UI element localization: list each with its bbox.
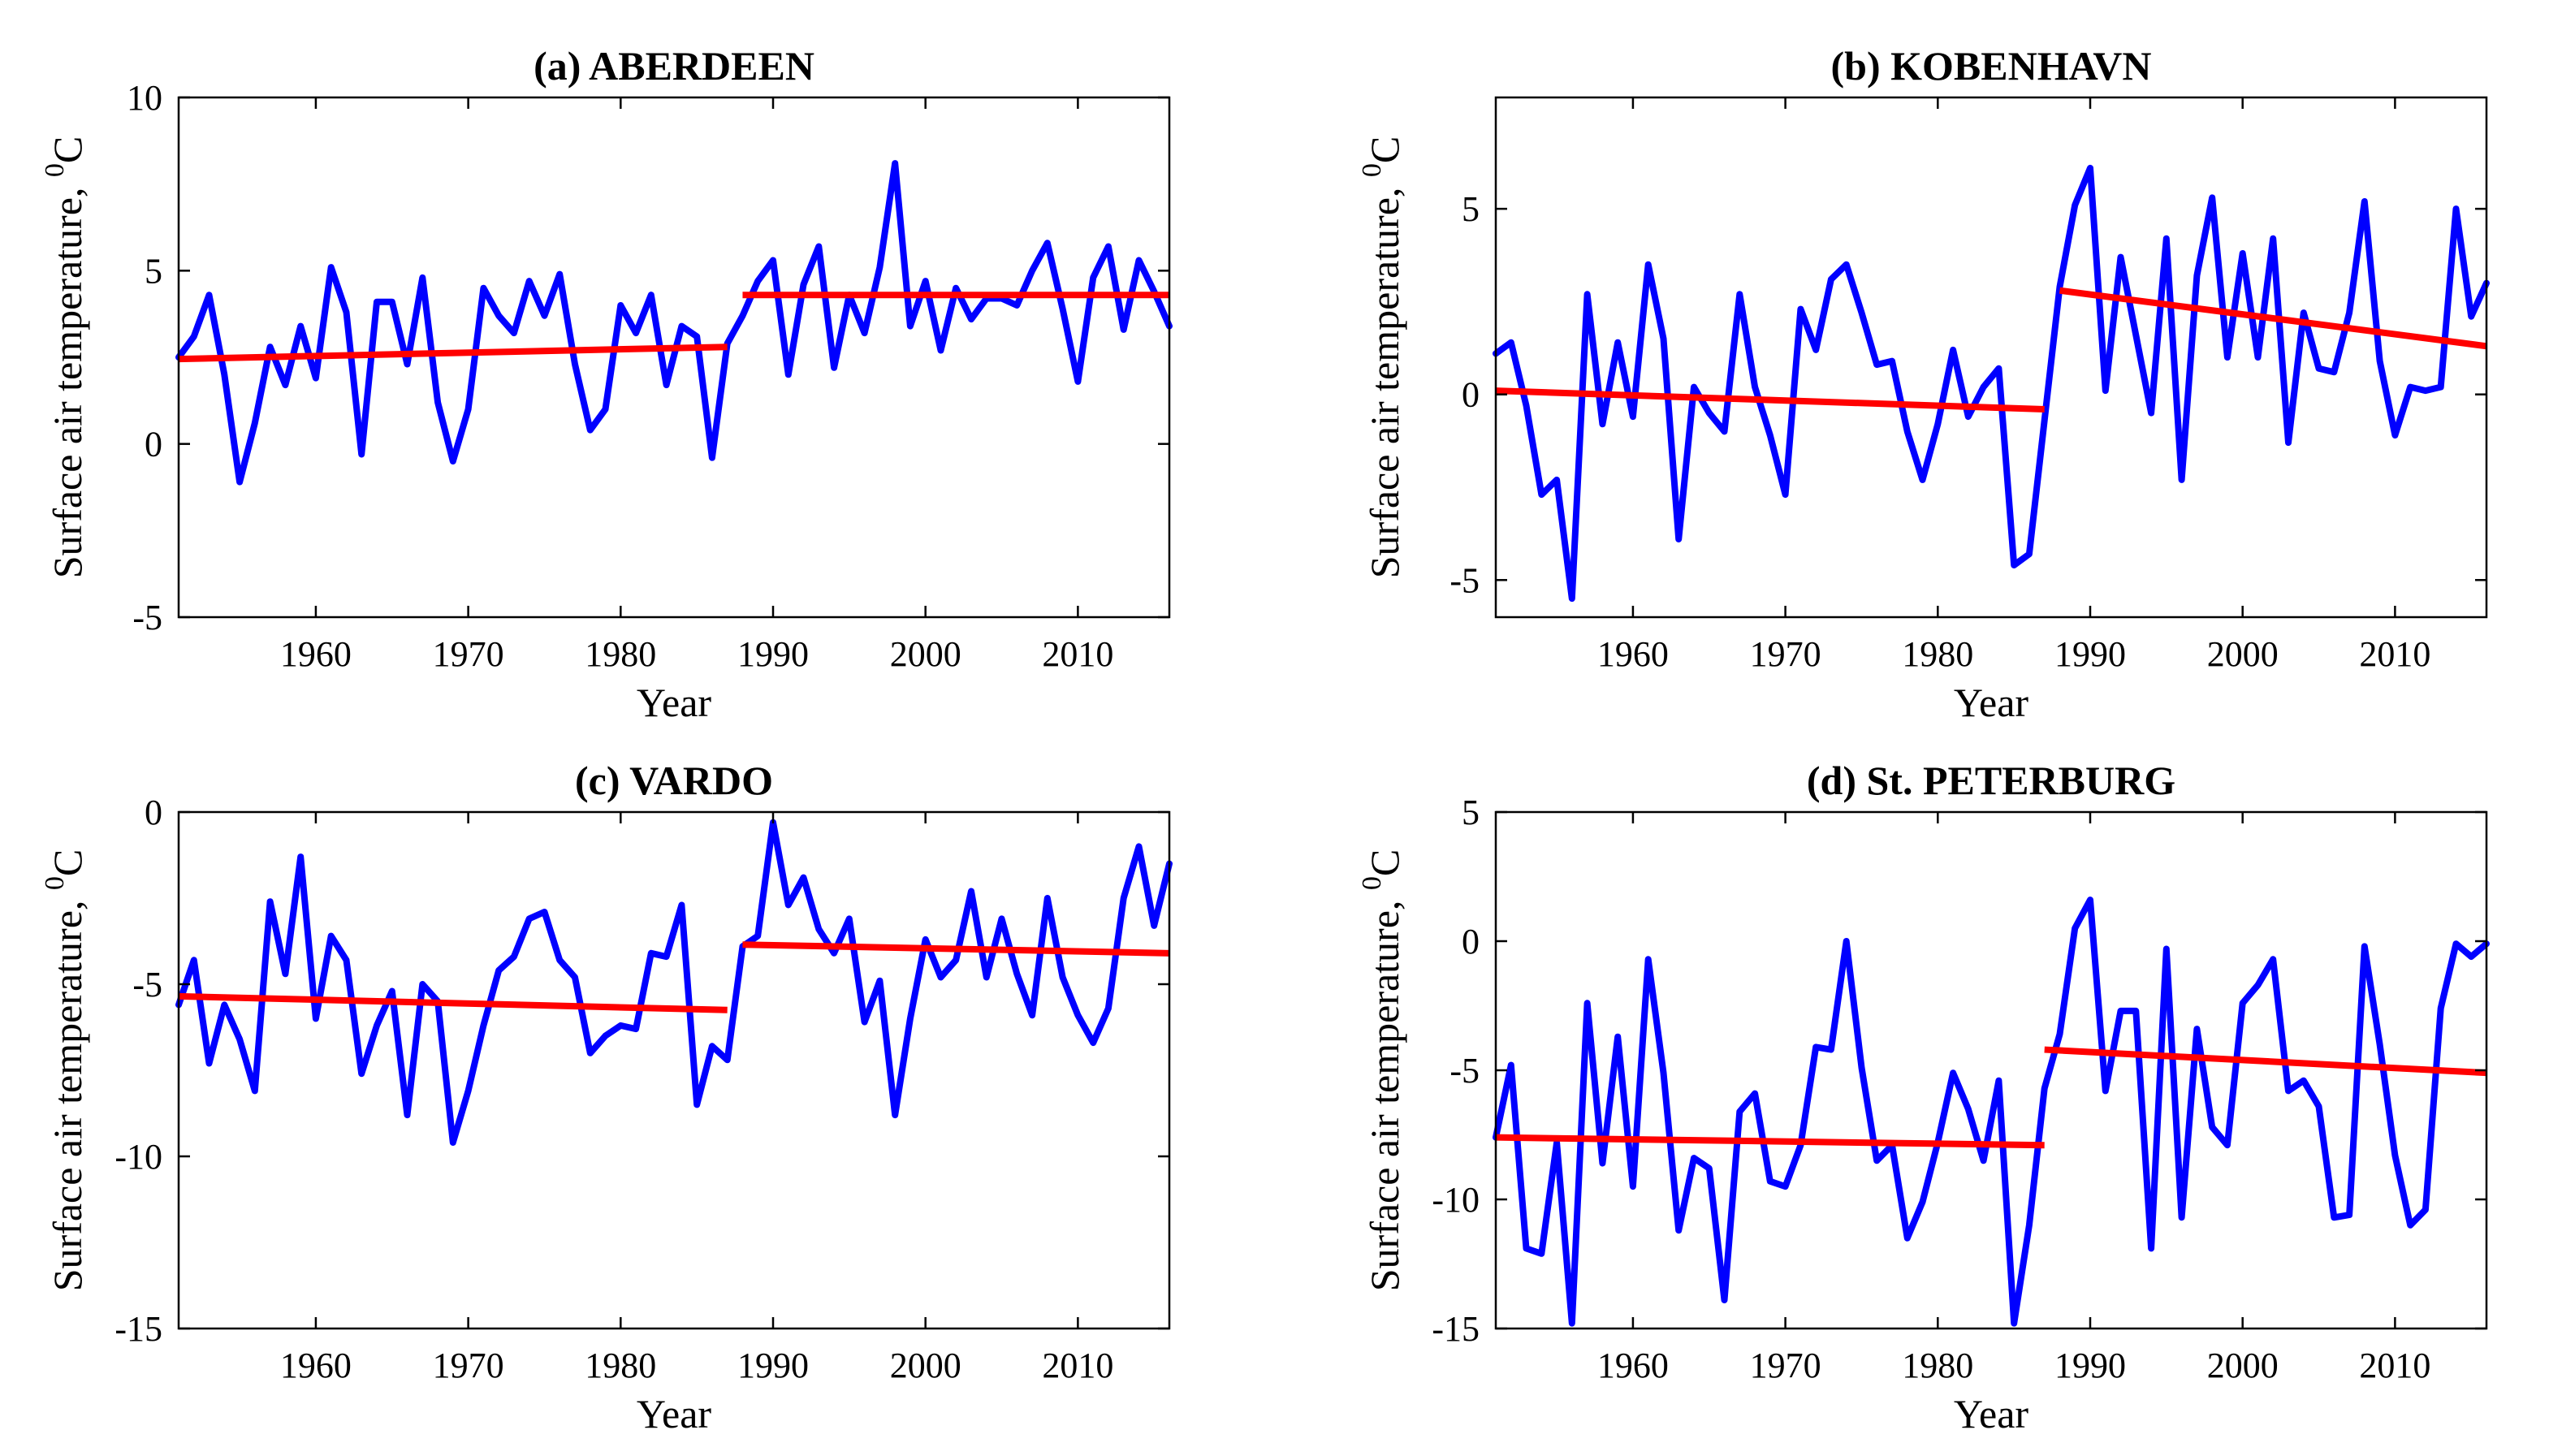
y-tick-label: 0 <box>1462 922 1480 961</box>
x-tick-label: 1980 <box>585 1346 656 1385</box>
plot-frame <box>177 96 1171 619</box>
trend-line-0 <box>1495 387 2045 413</box>
x-tick-label: 1970 <box>433 634 504 674</box>
y-tick-label: -10 <box>114 1137 162 1177</box>
x-tick-label: 1970 <box>1750 634 1821 674</box>
y-tick-label: -5 <box>132 965 162 1005</box>
panel-3: (d) St. PETERBURG 1960 1970 1980 1990 2000 201… <box>1357 758 2490 1437</box>
x-tick-label: 2000 <box>890 634 961 674</box>
trend-line-0 <box>178 343 728 363</box>
y-tick-label: 5 <box>145 251 162 291</box>
x-tick-label: 1980 <box>1902 1346 1973 1385</box>
x-axis-label: Year <box>637 680 711 725</box>
x-tick-label: 2000 <box>890 1346 961 1385</box>
x-tick-label: 2000 <box>2207 634 2279 674</box>
series-line-0 <box>1493 164 2490 603</box>
y-tick-label: -15 <box>114 1309 162 1349</box>
panel-2: (c) VARDO 1960 1970 1980 1990 2000 2010 0 -5 -10 -… <box>40 758 1173 1437</box>
trend-line-0 <box>178 992 728 1013</box>
y-axis-label-unit: C <box>1362 849 1407 876</box>
y-axis-label-degree: 0 <box>40 876 70 890</box>
y-tick-label: -5 <box>132 598 162 637</box>
x-tick-label: 2010 <box>2359 634 2430 674</box>
x-tick-label: 1990 <box>2054 1346 2126 1385</box>
y-tick-label: -5 <box>1449 1051 1480 1091</box>
series-line-0 <box>175 819 1173 1146</box>
y-axis-label: Surface air temperature, 0C <box>1357 136 1407 579</box>
panel-1: (b) KOBENHAVN 1960 1970 1980 1990 2000 2010 5 0 -… <box>1357 43 2490 725</box>
y-axis-label-text: Surface air temperature, <box>1362 890 1407 1291</box>
y-axis-label-unit: C <box>1362 136 1407 163</box>
y-tick-label: -15 <box>1432 1309 1480 1349</box>
chart-title: (d) St. PETERBURG <box>1807 758 2175 803</box>
x-tick-label: 1980 <box>585 634 656 674</box>
y-tick-label: 0 <box>145 793 162 832</box>
y-axis-label-degree: 0 <box>1357 876 1387 890</box>
y-tick-label: 5 <box>1462 793 1480 832</box>
x-tick-label: 1990 <box>737 1346 809 1385</box>
x-tick-label: 2010 <box>1042 1346 1113 1385</box>
chart-title: (c) VARDO <box>575 758 773 803</box>
x-axis-label: Year <box>637 1391 711 1437</box>
y-tick-label: 0 <box>145 425 162 464</box>
y-tick-label: 5 <box>1462 189 1480 229</box>
x-tick-label: 1980 <box>1902 634 1973 674</box>
trend-line-0 <box>1495 1134 2045 1149</box>
y-axis-label-text: Surface air temperature, <box>45 890 90 1291</box>
series-line-0 <box>175 160 1173 486</box>
y-axis-label-degree: 0 <box>40 163 70 177</box>
plot-frame <box>1494 810 2488 1330</box>
y-axis-label-unit: C <box>45 136 90 163</box>
trend-line-1 <box>2044 1046 2487 1077</box>
x-tick-label: 1990 <box>737 634 809 674</box>
series-line-0 <box>1493 896 2490 1327</box>
y-tick-label: 10 <box>127 78 162 118</box>
x-tick-label: 1960 <box>1597 1346 1669 1385</box>
y-axis-label-unit: C <box>45 849 90 876</box>
y-axis-label: Surface air temperature, 0C <box>40 136 90 579</box>
x-tick-label: 1970 <box>433 1346 504 1385</box>
plot-frame <box>177 810 1171 1330</box>
y-axis-label: Surface air temperature, 0C <box>40 849 90 1292</box>
y-axis-label-text: Surface air temperature, <box>1362 177 1407 578</box>
x-tick-label: 1960 <box>280 1346 352 1385</box>
x-tick-label: 2000 <box>2207 1346 2279 1385</box>
x-tick-label: 1960 <box>280 634 352 674</box>
panel-0: (a) ABERDEEN 1960 1970 1980 1990 2000 2010 10 5 0… <box>40 43 1173 725</box>
chart-title: (a) ABERDEEN <box>534 43 814 89</box>
y-tick-label: -5 <box>1449 560 1480 600</box>
chart-title: (b) KOBENHAVN <box>1831 43 2152 89</box>
x-tick-label: 2010 <box>2359 1346 2430 1385</box>
x-tick-label: 1970 <box>1750 1346 1821 1385</box>
trend-line-1 <box>2059 287 2487 350</box>
y-axis-label-text: Surface air temperature, <box>45 177 90 578</box>
x-tick-label: 1990 <box>2054 634 2126 674</box>
trend-line-1 <box>742 941 1170 957</box>
y-tick-label: 0 <box>1462 375 1480 415</box>
x-axis-label: Year <box>1954 1391 2028 1437</box>
y-tick-label: -10 <box>1432 1180 1480 1220</box>
y-axis-label: Surface air temperature, 0C <box>1357 849 1407 1292</box>
y-axis-label-degree: 0 <box>1357 163 1387 177</box>
plot-frame <box>1494 96 2488 619</box>
x-axis-label: Year <box>1954 680 2028 725</box>
x-tick-label: 1960 <box>1597 634 1669 674</box>
x-tick-label: 2010 <box>1042 634 1113 674</box>
